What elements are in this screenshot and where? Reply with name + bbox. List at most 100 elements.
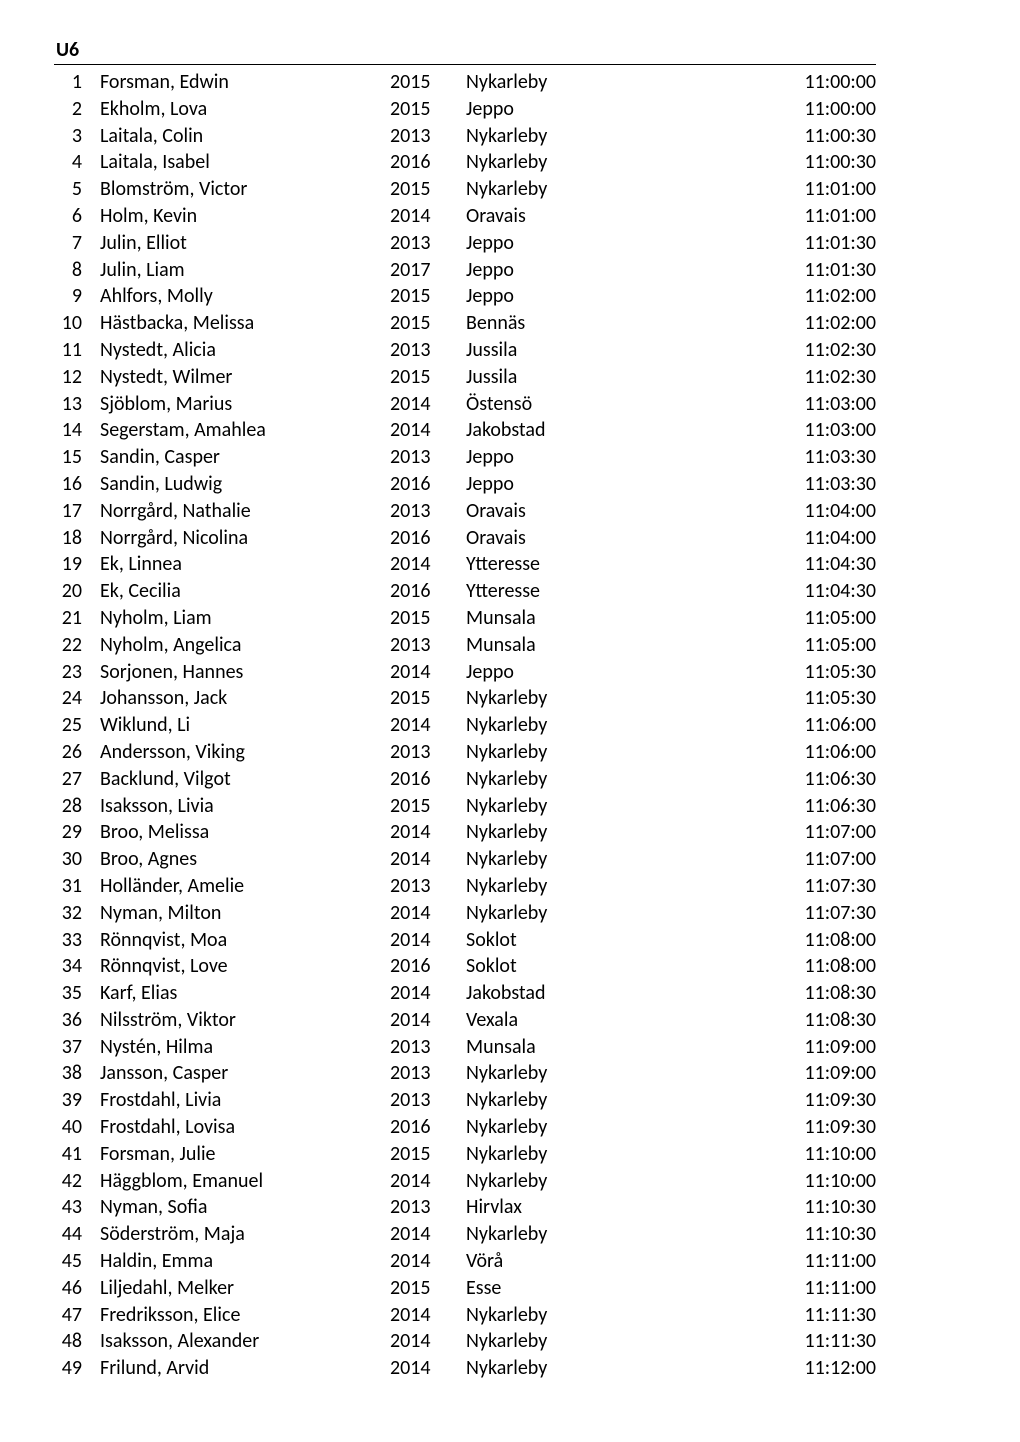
locality: Nykarleby [466, 149, 756, 176]
locality: Jeppo [466, 471, 756, 498]
row-number: 15 [54, 444, 100, 471]
participant-name: Ek, Cecilia [100, 578, 390, 605]
start-time: 11:01:00 [756, 176, 876, 203]
table-row: 12Nystedt, Wilmer2015Jussila11:02:30 [54, 364, 876, 391]
table-row: 19Ek, Linnea2014Ytteresse11:04:30 [54, 551, 876, 578]
locality: Munsala [466, 605, 756, 632]
table-row: 25Wiklund, Li2014Nykarleby11:06:00 [54, 712, 876, 739]
start-time: 11:01:30 [756, 230, 876, 257]
birth-year: 2013 [390, 123, 466, 150]
table-row: 21Nyholm, Liam2015Munsala11:05:00 [54, 605, 876, 632]
participant-name: Jansson, Casper [100, 1060, 390, 1087]
locality: Nykarleby [466, 1328, 756, 1355]
row-number: 49 [54, 1355, 100, 1382]
row-number: 33 [54, 927, 100, 954]
start-time: 11:02:30 [756, 364, 876, 391]
start-time: 11:08:30 [756, 1007, 876, 1034]
participant-name: Nyholm, Angelica [100, 632, 390, 659]
participant-name: Ek, Linnea [100, 551, 390, 578]
table-row: 27Backlund, Vilgot2016Nykarleby11:06:30 [54, 766, 876, 793]
birth-year: 2014 [390, 203, 466, 230]
participant-name: Broo, Melissa [100, 819, 390, 846]
start-time: 11:06:30 [756, 793, 876, 820]
table-row: 24Johansson, Jack2015Nykarleby11:05:30 [54, 685, 876, 712]
table-row: 30Broo, Agnes2014Nykarleby11:07:00 [54, 846, 876, 873]
birth-year: 2015 [390, 176, 466, 203]
locality: Soklot [466, 927, 756, 954]
participant-name: Forsman, Julie [100, 1141, 390, 1168]
participant-name: Andersson, Viking [100, 739, 390, 766]
start-time: 11:03:30 [756, 471, 876, 498]
birth-year: 2014 [390, 1168, 466, 1195]
participant-name: Sandin, Ludwig [100, 471, 390, 498]
row-number: 10 [54, 310, 100, 337]
table-row: 14Segerstam, Amahlea2014Jakobstad11:03:0… [54, 417, 876, 444]
start-time: 11:05:00 [756, 605, 876, 632]
locality: Munsala [466, 632, 756, 659]
start-time: 11:00:30 [756, 149, 876, 176]
table-row: 33Rönnqvist, Moa2014Soklot11:08:00 [54, 927, 876, 954]
birth-year: 2014 [390, 1355, 466, 1382]
locality: Jakobstad [466, 417, 756, 444]
locality: Jussila [466, 364, 756, 391]
row-number: 46 [54, 1275, 100, 1302]
locality: Munsala [466, 1034, 756, 1061]
row-number: 35 [54, 980, 100, 1007]
birth-year: 2014 [390, 417, 466, 444]
row-number: 14 [54, 417, 100, 444]
row-number: 28 [54, 793, 100, 820]
start-time: 11:07:00 [756, 819, 876, 846]
birth-year: 2013 [390, 337, 466, 364]
participant-name: Nyholm, Liam [100, 605, 390, 632]
row-number: 21 [54, 605, 100, 632]
participant-name: Nyman, Milton [100, 900, 390, 927]
start-time: 11:07:00 [756, 846, 876, 873]
birth-year: 2014 [390, 659, 466, 686]
start-time: 11:04:30 [756, 578, 876, 605]
participant-name: Holm, Kevin [100, 203, 390, 230]
locality: Oravais [466, 203, 756, 230]
table-row: 10Hästbacka, Melissa2015Bennäs11:02:00 [54, 310, 876, 337]
birth-year: 2015 [390, 364, 466, 391]
participant-name: Hästbacka, Melissa [100, 310, 390, 337]
results-table: 1Forsman, Edwin2015Nykarleby11:00:002Ekh… [54, 69, 876, 1382]
participant-name: Rönnqvist, Moa [100, 927, 390, 954]
row-number: 42 [54, 1168, 100, 1195]
participant-name: Johansson, Jack [100, 685, 390, 712]
locality: Nykarleby [466, 1060, 756, 1087]
birth-year: 2014 [390, 1221, 466, 1248]
locality: Vexala [466, 1007, 756, 1034]
locality: Jeppo [466, 659, 756, 686]
locality: Soklot [466, 953, 756, 980]
table-row: 3Laitala, Colin2013Nykarleby11:00:30 [54, 123, 876, 150]
start-time: 11:06:00 [756, 739, 876, 766]
birth-year: 2014 [390, 980, 466, 1007]
participant-name: Nyman, Sofia [100, 1194, 390, 1221]
locality: Nykarleby [466, 846, 756, 873]
row-number: 24 [54, 685, 100, 712]
birth-year: 2015 [390, 310, 466, 337]
table-row: 49Frilund, Arvid2014Nykarleby11:12:00 [54, 1355, 876, 1382]
start-time: 11:08:00 [756, 953, 876, 980]
birth-year: 2014 [390, 712, 466, 739]
birth-year: 2016 [390, 953, 466, 980]
locality: Ytteresse [466, 551, 756, 578]
start-time: 11:10:00 [756, 1141, 876, 1168]
start-time: 11:12:00 [756, 1355, 876, 1382]
birth-year: 2016 [390, 149, 466, 176]
birth-year: 2015 [390, 96, 466, 123]
row-number: 45 [54, 1248, 100, 1275]
participant-name: Laitala, Colin [100, 123, 390, 150]
birth-year: 2016 [390, 471, 466, 498]
table-row: 18Norrgård, Nicolina2016Oravais11:04:00 [54, 525, 876, 552]
start-time: 11:02:30 [756, 337, 876, 364]
row-number: 25 [54, 712, 100, 739]
locality: Nykarleby [466, 1355, 756, 1382]
birth-year: 2013 [390, 739, 466, 766]
locality: Jeppo [466, 283, 756, 310]
participant-name: Julin, Elliot [100, 230, 390, 257]
start-time: 11:03:30 [756, 444, 876, 471]
participant-name: Isaksson, Livia [100, 793, 390, 820]
birth-year: 2014 [390, 900, 466, 927]
table-row: 1Forsman, Edwin2015Nykarleby11:00:00 [54, 69, 876, 96]
